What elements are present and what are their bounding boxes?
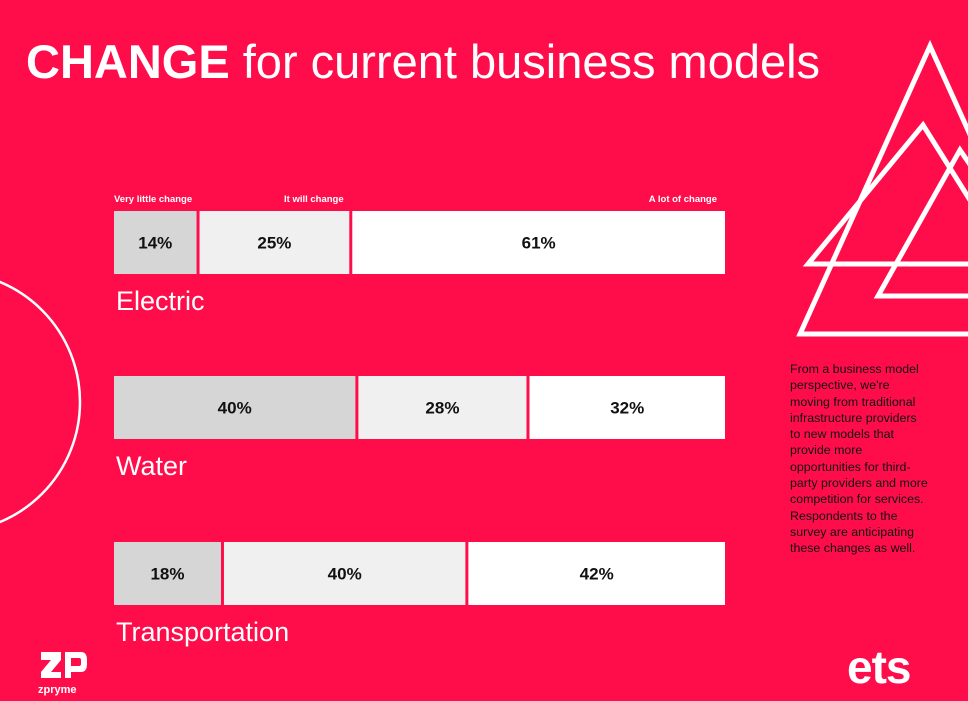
- zpryme-logo-text: zpryme: [38, 684, 77, 696]
- bar-segment-electric-1: [199, 211, 350, 274]
- bar-segment-transportation-2: [468, 542, 725, 605]
- decorative-triangle-large: [796, 39, 968, 337]
- bar-segment-transportation-1: [223, 542, 466, 605]
- data-label-transportation-2: 42%: [580, 565, 614, 584]
- category-header-1: It will change: [284, 194, 344, 205]
- data-label-water-1: 28%: [425, 399, 459, 418]
- bar-segment-transportation-0: [114, 542, 221, 605]
- ets-logo: ets: [847, 641, 911, 693]
- category-header-2: A lot of change: [649, 194, 717, 205]
- decorative-circle: [0, 280, 82, 524]
- bar-segment-electric-2: [352, 211, 725, 274]
- note-text: From a business model perspective, we're…: [790, 362, 928, 556]
- zpryme-logo-icon: [41, 652, 87, 678]
- data-label-transportation-0: 18%: [150, 565, 184, 584]
- page-title: CHANGE for current business models: [26, 38, 820, 85]
- category-label-water: Water: [116, 451, 187, 481]
- data-label-water-2: 32%: [610, 399, 644, 418]
- data-label-transportation-1: 40%: [328, 565, 362, 584]
- data-label-electric-1: 25%: [257, 234, 291, 253]
- bar-segment-electric-0: [114, 211, 197, 274]
- decorative-triangle-mid: [802, 120, 968, 267]
- bar-segment-water-1: [358, 376, 527, 439]
- category-label-transportation: Transportation: [116, 617, 289, 647]
- category-label-electric: Electric: [116, 286, 205, 316]
- data-label-water-0: 40%: [218, 399, 252, 418]
- title-bold: CHANGE: [26, 35, 230, 88]
- decorative-triangle-small: [873, 145, 968, 299]
- title-rest: for current business models: [229, 35, 821, 88]
- data-label-electric-2: 61%: [522, 234, 556, 253]
- category-header-0: Very little change: [114, 194, 192, 205]
- bar-segment-water-2: [529, 376, 725, 439]
- data-label-electric-0: 14%: [138, 234, 172, 253]
- bar-segment-water-0: [114, 376, 356, 439]
